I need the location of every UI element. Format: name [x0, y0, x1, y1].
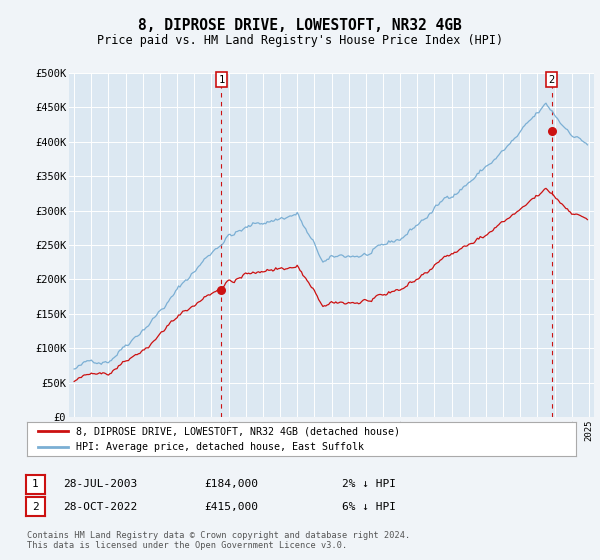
Point: [547, 127, 556, 136]
Text: 2: 2: [548, 74, 555, 85]
Text: HPI: Average price, detached house, East Suffolk: HPI: Average price, detached house, East…: [76, 442, 364, 452]
Text: Contains HM Land Registry data © Crown copyright and database right 2024.
This d: Contains HM Land Registry data © Crown c…: [27, 531, 410, 550]
Text: Price paid vs. HM Land Registry's House Price Index (HPI): Price paid vs. HM Land Registry's House …: [97, 34, 503, 47]
Text: £184,000: £184,000: [204, 479, 258, 489]
Text: 6% ↓ HPI: 6% ↓ HPI: [342, 502, 396, 512]
Text: 2: 2: [32, 502, 39, 512]
Text: 2% ↓ HPI: 2% ↓ HPI: [342, 479, 396, 489]
Text: 28-JUL-2003: 28-JUL-2003: [63, 479, 137, 489]
Text: 8, DIPROSE DRIVE, LOWESTOFT, NR32 4GB: 8, DIPROSE DRIVE, LOWESTOFT, NR32 4GB: [138, 18, 462, 32]
Text: 28-OCT-2022: 28-OCT-2022: [63, 502, 137, 512]
Text: £415,000: £415,000: [204, 502, 258, 512]
Point: [217, 286, 226, 295]
Text: 1: 1: [32, 479, 39, 489]
Text: 1: 1: [218, 74, 224, 85]
Text: 8, DIPROSE DRIVE, LOWESTOFT, NR32 4GB (detached house): 8, DIPROSE DRIVE, LOWESTOFT, NR32 4GB (d…: [76, 426, 400, 436]
